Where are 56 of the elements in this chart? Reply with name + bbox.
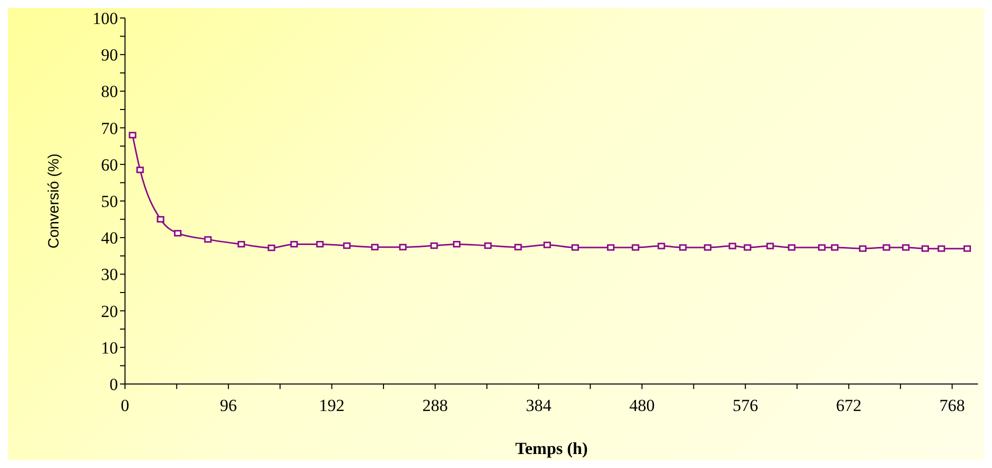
point (704, 244, 712, 251)
point (963, 245, 971, 252)
point (136, 166, 144, 174)
y-tick-label: 70 (101, 118, 118, 138)
point (484, 242, 492, 249)
y-tick-label: 100 (92, 9, 118, 28)
point (514, 244, 522, 250)
point (818, 244, 826, 251)
point (606, 244, 614, 251)
point (902, 244, 910, 251)
x-tick-label: 672 (836, 396, 862, 416)
y-tick-label: 20 (101, 302, 118, 321)
y-tick-label: 90 (101, 46, 118, 65)
x-tick-label: 576 (732, 396, 758, 416)
point (238, 240, 246, 248)
point (268, 244, 276, 252)
y-tick-label: 80 (101, 82, 118, 102)
point (859, 245, 867, 252)
point (452, 240, 460, 248)
point (571, 244, 579, 251)
point (632, 244, 640, 251)
y-tick-label: 30 (101, 265, 118, 284)
point (921, 245, 929, 252)
y-tick-label: 50 (101, 192, 118, 212)
point (204, 236, 212, 243)
point (371, 244, 379, 250)
point (938, 245, 946, 252)
x-tick-label: 480 (629, 396, 655, 416)
point (543, 242, 551, 248)
x-tick-label: 192 (319, 396, 345, 416)
point (882, 244, 890, 251)
point (728, 242, 736, 250)
y-tick-label: 60 (101, 155, 118, 174)
x-tick-label: 96 (220, 396, 237, 416)
point (831, 244, 839, 251)
x-tick-label: 384 (526, 396, 552, 416)
point (788, 244, 796, 251)
y-tick-label: 0 (110, 375, 118, 394)
point (156, 216, 164, 223)
point (290, 240, 298, 248)
x-tick-label: 288 (422, 396, 448, 416)
point (430, 242, 438, 249)
x-axis-title: Temps (h) (515, 439, 588, 458)
point (316, 240, 324, 248)
point (744, 244, 752, 251)
point (343, 242, 351, 249)
point (174, 230, 182, 236)
point (658, 242, 666, 250)
point (399, 244, 407, 250)
y-tick-label: 40 (101, 228, 118, 248)
point (766, 242, 774, 250)
point (128, 132, 136, 138)
y-tick-label: 10 (101, 338, 118, 358)
y-axis-title: Conversió (%) (45, 153, 62, 249)
point (679, 244, 687, 251)
x-tick-label: 768 (939, 396, 965, 416)
